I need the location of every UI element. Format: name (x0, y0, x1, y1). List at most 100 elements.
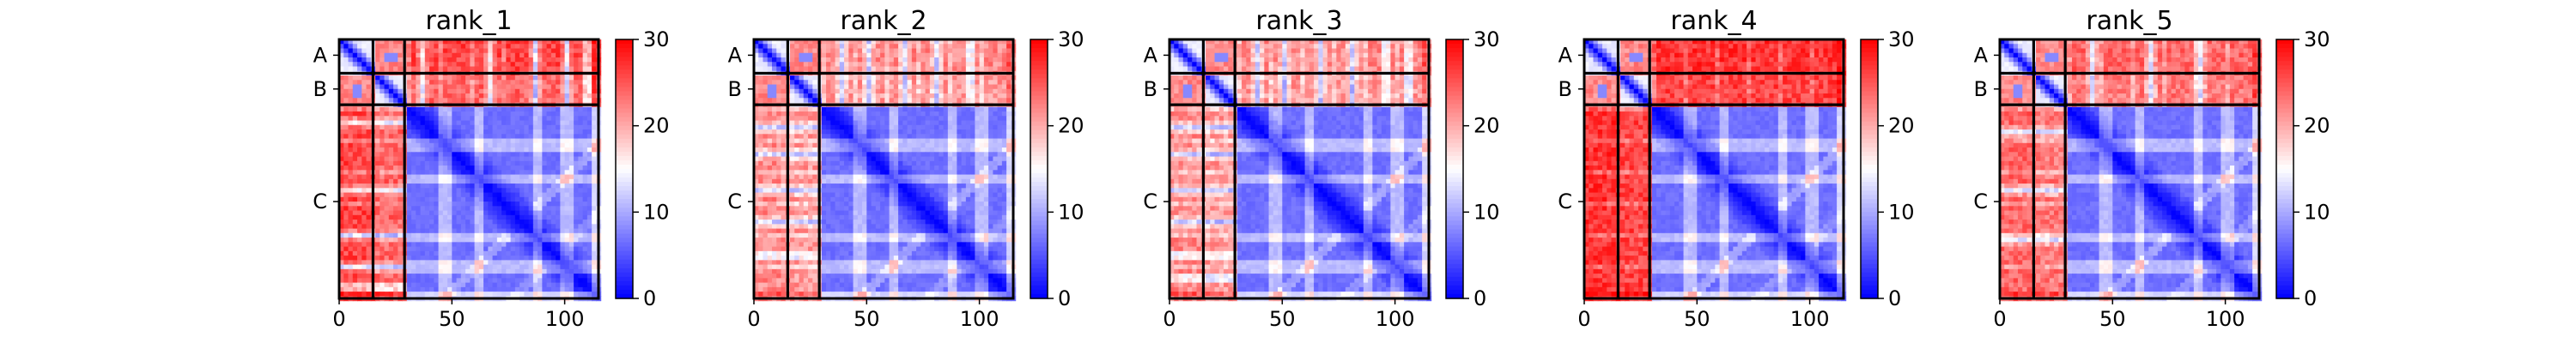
heatmap-cell (388, 274, 394, 279)
heatmap-cell (375, 196, 380, 202)
heatmap-cell (483, 242, 489, 248)
heatmap-cell (375, 138, 380, 144)
heatmap-cell (920, 52, 927, 58)
heatmap-cell (361, 138, 368, 144)
heatmap-cell (767, 75, 773, 81)
heatmap-cell (925, 80, 931, 86)
heatmap-cell (398, 106, 404, 112)
heatmap-cell (501, 48, 507, 54)
heatmap-cell (830, 52, 836, 58)
heatmap-cell (979, 75, 985, 81)
heatmap-cell (839, 52, 845, 58)
heatmap-cell (790, 88, 795, 94)
heatmap-cell (578, 264, 584, 270)
heatmap-cell (465, 264, 471, 270)
heatmap-cell (384, 210, 390, 216)
heatmap-cell (406, 165, 412, 171)
heatmap-cell (465, 170, 471, 176)
heatmap-cell (361, 152, 368, 158)
heatmap-cell (501, 98, 507, 104)
heatmap-cell (460, 75, 466, 81)
heatmap-cell (564, 134, 570, 140)
heatmap-cell (352, 93, 358, 99)
heatmap-cell (988, 152, 993, 158)
heatmap-cell (456, 138, 462, 144)
heatmap-cell (532, 264, 538, 270)
heatmap-cell (582, 250, 588, 256)
heatmap-cell (380, 250, 386, 256)
heatmap-cell (934, 98, 939, 104)
heatmap-cell (902, 93, 908, 99)
heatmap-cell (1006, 111, 1012, 117)
heatmap-cell (438, 210, 444, 216)
heatmap-cell (420, 268, 426, 274)
heatmap-cell (592, 93, 597, 99)
heatmap-cell (483, 192, 489, 198)
heatmap-cell (424, 224, 430, 230)
heatmap-cell (592, 106, 597, 112)
heatmap-cell (568, 152, 574, 158)
heatmap-cell (447, 174, 453, 180)
heatmap-cell (560, 57, 566, 63)
heatmap-cell (465, 124, 471, 130)
heatmap-cell (442, 178, 448, 184)
heatmap-cell (880, 66, 885, 72)
heatmap-cell (884, 124, 890, 130)
heatmap-cell (474, 214, 480, 220)
heatmap-cell (568, 120, 574, 126)
heatmap-cell (574, 57, 579, 63)
heatmap-cell (452, 129, 458, 135)
heatmap-cell (366, 278, 372, 284)
heatmap-cell (442, 196, 448, 202)
heatmap-cell (510, 116, 516, 122)
heatmap-cell (564, 152, 570, 158)
heatmap-cell (470, 214, 476, 220)
heatmap-cell (483, 116, 489, 122)
heatmap-cell (361, 292, 368, 297)
heatmap-cell (496, 134, 502, 140)
heatmap-cell (434, 178, 440, 184)
heatmap-cell (799, 120, 805, 126)
heatmap-cell (564, 48, 570, 54)
heatmap-cell (578, 214, 584, 220)
heatmap-cell (790, 44, 795, 50)
heatmap-cell (767, 138, 773, 144)
heatmap-cell (447, 93, 453, 99)
heatmap-cell (434, 75, 440, 81)
heatmap-cell (424, 228, 430, 234)
heatmap-cell (524, 134, 530, 140)
heatmap-cell (380, 220, 386, 225)
heatmap-cell (582, 160, 588, 166)
heatmap-cell (568, 228, 574, 234)
heatmap-cell (357, 160, 362, 166)
heatmap-cell (416, 224, 422, 230)
heatmap-cell (456, 214, 462, 220)
heatmap-cell (884, 39, 890, 45)
heatmap-cell (492, 152, 498, 158)
heatmap-cell (794, 39, 800, 45)
heatmap-cell (434, 292, 440, 297)
heatmap-cell (514, 206, 520, 212)
heatmap-cell (420, 210, 426, 216)
heatmap-cell (434, 88, 440, 94)
heatmap-cell (357, 66, 362, 72)
heatmap-cell (556, 111, 561, 117)
heatmap-cell (465, 202, 471, 207)
heatmap-cell (478, 250, 484, 256)
heatmap-cell (420, 111, 426, 117)
heatmap-cell (375, 88, 380, 94)
heatmap-cell (961, 44, 967, 50)
heatmap-cell (398, 138, 404, 144)
heatmap-cell (582, 228, 588, 234)
heatmap-cell (803, 88, 809, 94)
heatmap-cell (898, 142, 903, 148)
heatmap-cell (366, 184, 372, 189)
heatmap-cell (510, 165, 516, 171)
heatmap-cell (568, 160, 574, 166)
heatmap-cell (830, 88, 836, 94)
heatmap-cell (790, 62, 795, 68)
heatmap-cell (957, 98, 963, 104)
heatmap-cell (880, 120, 885, 126)
heatmap-cell (993, 124, 999, 130)
heatmap-cell (352, 256, 358, 261)
